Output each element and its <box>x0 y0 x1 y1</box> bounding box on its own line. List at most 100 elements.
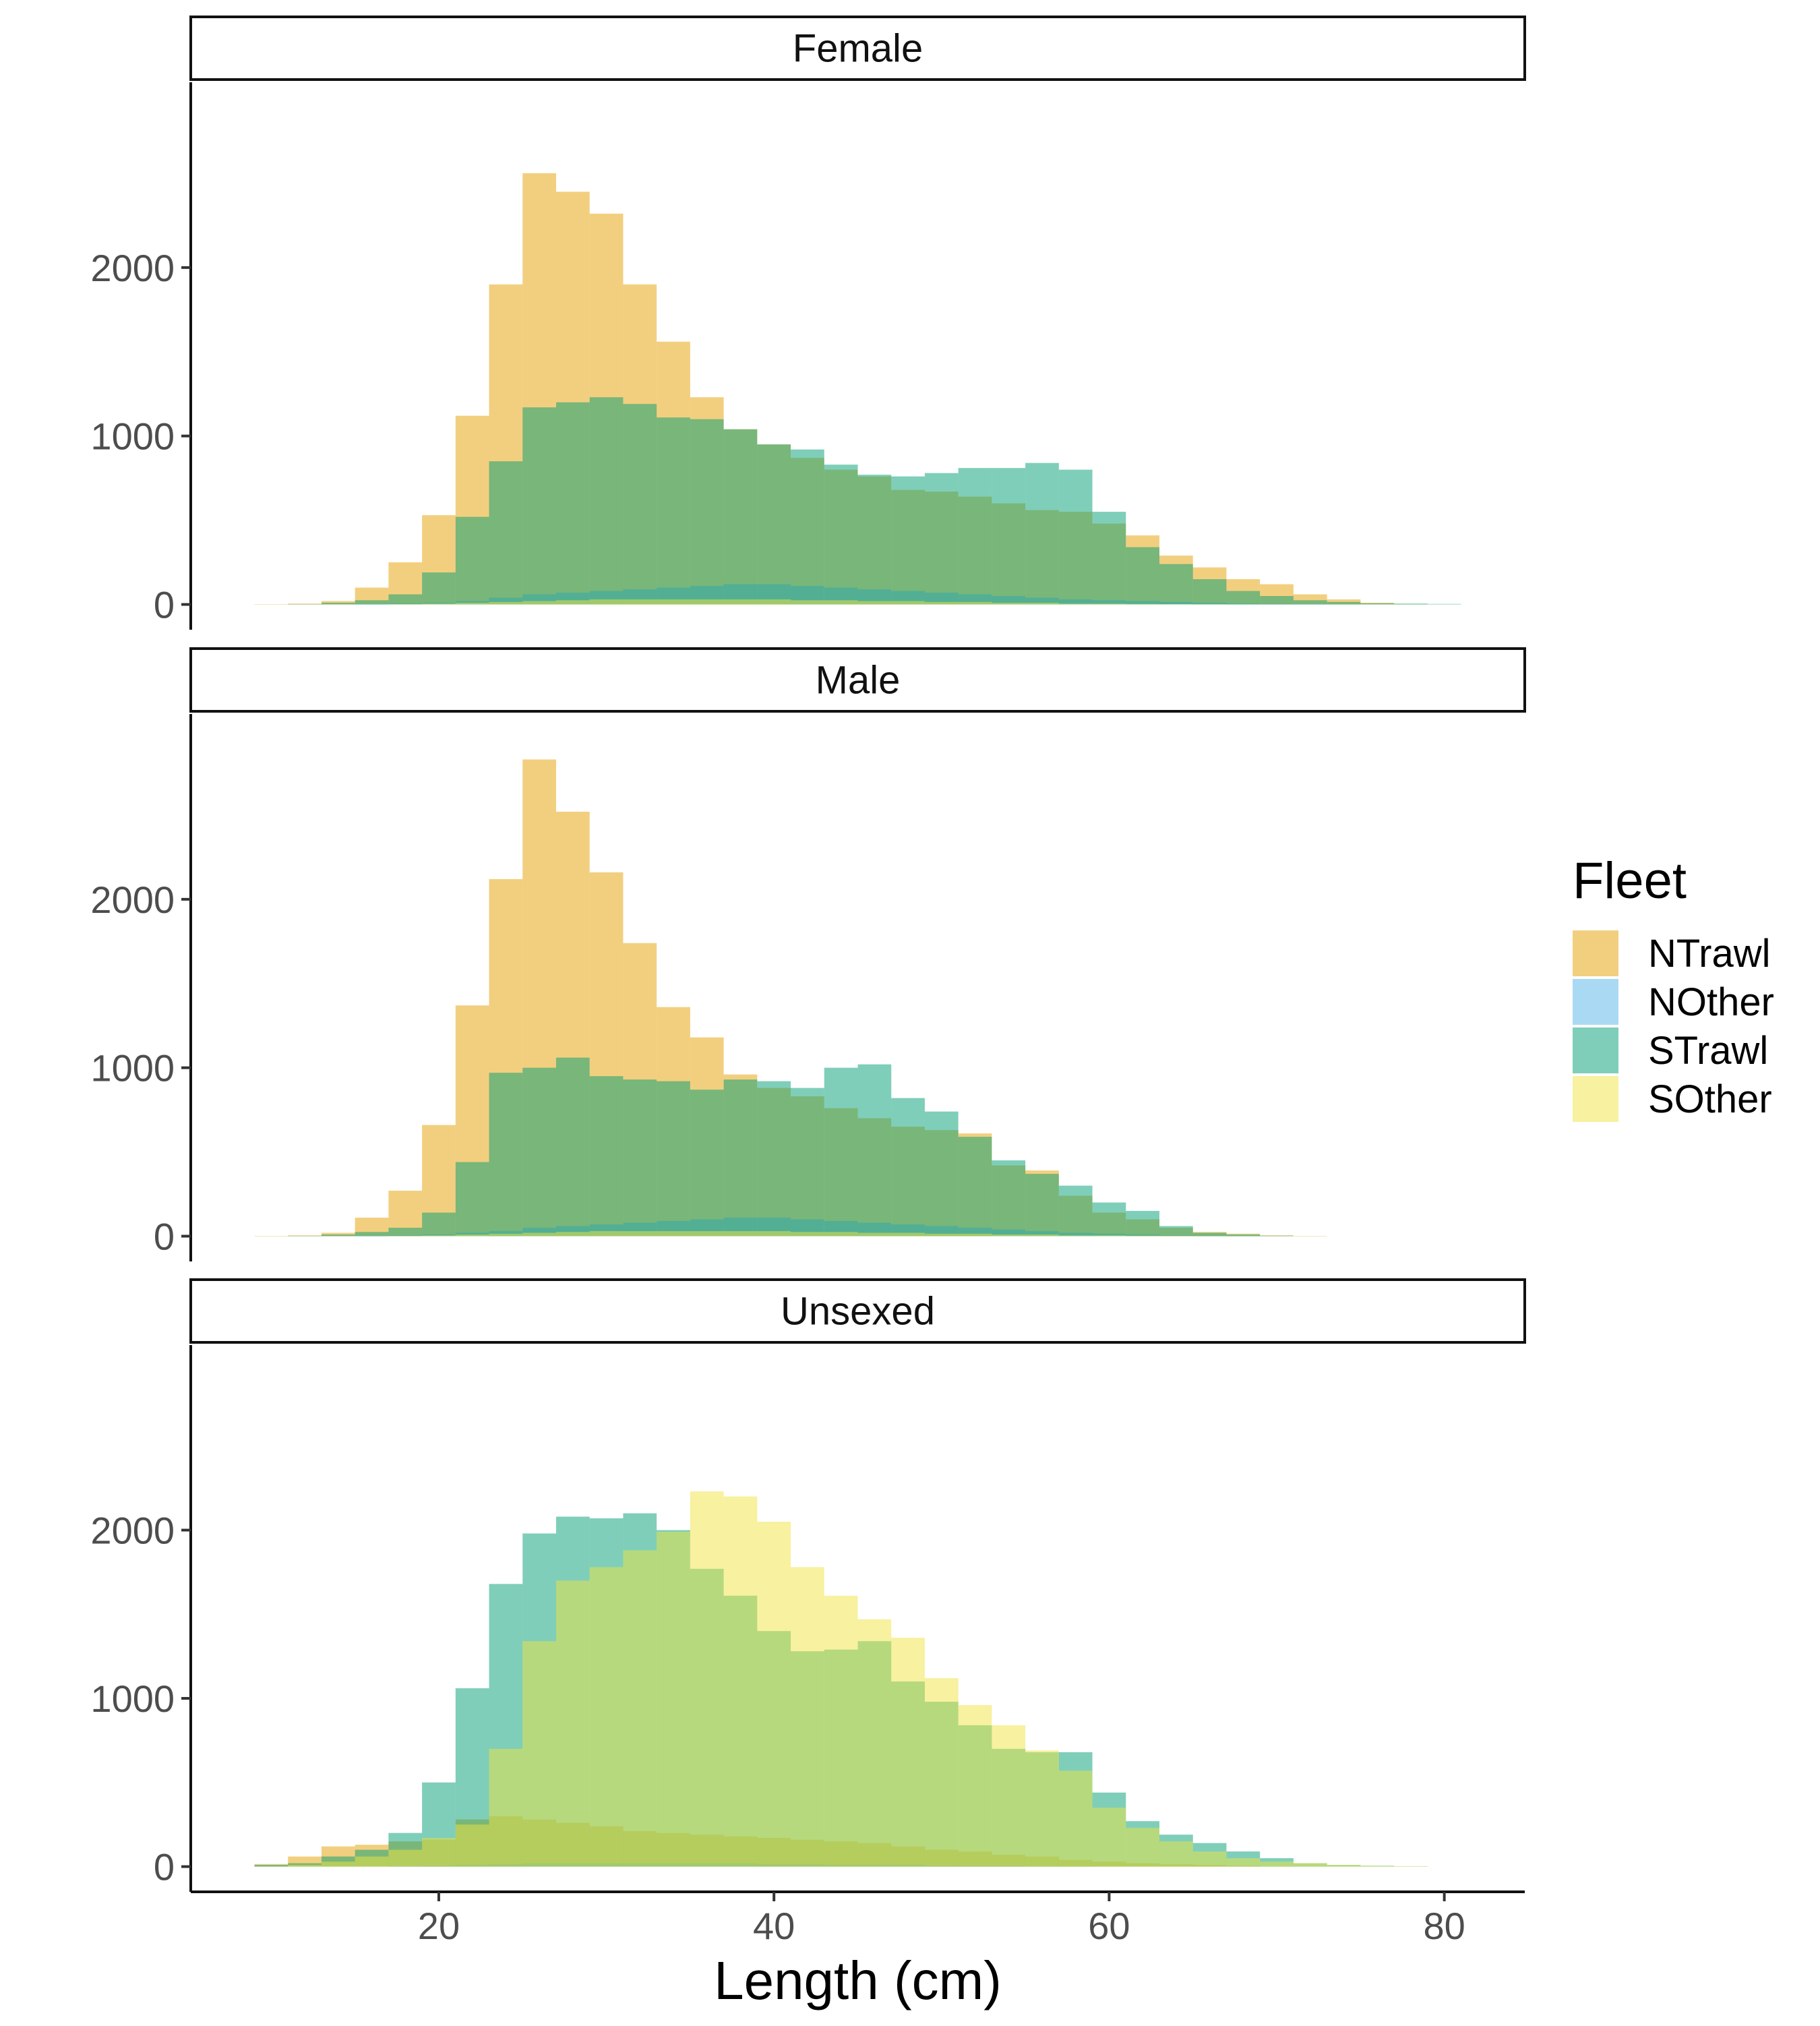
strip-label: Female <box>793 27 923 71</box>
bar-strawl-15 <box>355 1232 389 1236</box>
legend-key-ntrawl <box>1573 930 1618 976</box>
bar-sother-31 <box>623 1231 657 1236</box>
bar-sother-39 <box>757 599 791 604</box>
bar-sother-17 <box>388 1850 422 1867</box>
x-tick-label: 80 <box>1424 1905 1465 1947</box>
bar-strawl-59 <box>1093 512 1126 604</box>
bar-sother-25 <box>522 1641 556 1866</box>
bar-strawl-67 <box>1226 1234 1260 1236</box>
bar-sother-65 <box>1193 1851 1227 1866</box>
bar-sother-71 <box>1294 1864 1327 1867</box>
bar-strawl-43 <box>824 1068 858 1237</box>
bar-strawl-47 <box>891 477 925 605</box>
bar-strawl-25 <box>522 1068 556 1237</box>
bar-sother-61 <box>1126 604 1159 605</box>
bar-sother-33 <box>657 599 690 604</box>
bar-strawl-51 <box>959 468 992 604</box>
bar-strawl-39 <box>757 444 791 604</box>
bar-sother-25 <box>522 601 556 605</box>
bar-strawl-19 <box>422 1213 456 1237</box>
bar-sother-35 <box>690 1231 724 1236</box>
bar-sother-39 <box>757 1522 791 1867</box>
bar-strawl-21 <box>456 517 489 605</box>
bar-strawl-29 <box>590 397 624 604</box>
bar-sother-25 <box>522 1233 556 1237</box>
bar-strawl-13 <box>322 603 355 604</box>
x-tick-label: 20 <box>418 1905 460 1947</box>
bar-sother-41 <box>791 1567 824 1866</box>
bar-strawl-33 <box>657 1081 690 1237</box>
bar-sother-49 <box>925 602 959 605</box>
legend-label-sother: SOther <box>1648 1077 1772 1121</box>
bar-sother-33 <box>657 1532 690 1867</box>
bar-sother-55 <box>1025 1750 1059 1866</box>
bar-strawl-59 <box>1093 1203 1126 1237</box>
bar-strawl-67 <box>1226 591 1260 605</box>
bar-sother-59 <box>1093 1235 1126 1236</box>
bar-sother-43 <box>824 1596 858 1867</box>
bar-sother-55 <box>1025 603 1059 604</box>
bar-strawl-69 <box>1260 1236 1294 1237</box>
bar-strawl-23 <box>489 461 523 604</box>
bar-strawl-79 <box>1428 604 1461 605</box>
bar-sother-45 <box>858 601 892 605</box>
y-tick-label: 2000 <box>90 1509 175 1551</box>
bar-sother-69 <box>1260 1861 1294 1866</box>
strip-label: Male <box>816 659 901 703</box>
bar-sother-37 <box>724 599 758 604</box>
y-tick-label: 2000 <box>90 878 175 921</box>
bar-strawl-41 <box>791 1088 824 1237</box>
bar-strawl-55 <box>1025 463 1059 605</box>
bar-sother-23 <box>489 1749 523 1867</box>
bar-sother-49 <box>925 1678 959 1866</box>
bar-sother-43 <box>824 600 858 604</box>
bar-strawl-51 <box>959 1137 992 1236</box>
bar-sother-31 <box>623 1550 657 1866</box>
bar-sother-15 <box>355 1857 389 1867</box>
bar-strawl-31 <box>623 1079 657 1236</box>
panel-male: Male 0 1000 2000 <box>90 649 1525 1261</box>
y-tick-label: 1000 <box>90 1047 175 1090</box>
bar-strawl-37 <box>724 429 758 605</box>
bar-strawl-25 <box>522 407 556 604</box>
bar-sother-29 <box>590 1231 624 1236</box>
bar-strawl-43 <box>824 465 858 604</box>
bar-sother-45 <box>858 1233 892 1237</box>
bar-strawl-17 <box>388 1228 422 1236</box>
bar-sother-57 <box>1059 603 1093 604</box>
bar-sother-55 <box>1025 1234 1059 1236</box>
bar-sother-29 <box>590 599 624 604</box>
bar-sother-53 <box>992 603 1025 604</box>
bar-strawl-9 <box>254 1865 288 1866</box>
strip-label: Unsexed <box>781 1290 935 1334</box>
bar-sother-47 <box>891 601 925 605</box>
bar-strawl-45 <box>858 475 892 604</box>
bar-sother-33 <box>657 1231 690 1236</box>
bar-sother-19 <box>422 1838 456 1866</box>
bar-strawl-53 <box>992 1160 1025 1236</box>
bar-sother-57 <box>1059 1235 1093 1236</box>
bar-sother-35 <box>690 599 724 604</box>
bar-sother-13 <box>322 1861 355 1866</box>
bar-sother-49 <box>925 1234 959 1237</box>
bar-sother-29 <box>590 1567 624 1866</box>
bar-strawl-35 <box>690 1090 724 1236</box>
bar-strawl-55 <box>1025 1174 1059 1236</box>
bar-sother-21 <box>456 1824 489 1866</box>
bar-sother-53 <box>992 1725 1025 1867</box>
bar-strawl-15 <box>355 600 389 604</box>
y-tick-label: 0 <box>154 1216 175 1258</box>
bar-sother-27 <box>556 1580 590 1866</box>
bar-sother-61 <box>1126 1828 1159 1866</box>
bar-sother-23 <box>489 1234 523 1237</box>
bar-sother-43 <box>824 1232 858 1236</box>
legend-title: Fleet <box>1573 852 1687 910</box>
bar-strawl-49 <box>925 1112 959 1237</box>
bar-sother-31 <box>623 599 657 604</box>
bar-strawl-65 <box>1193 579 1227 604</box>
legend-label-strawl: STrawl <box>1648 1029 1768 1073</box>
bar-sother-59 <box>1093 603 1126 604</box>
bar-strawl-71 <box>1294 600 1327 604</box>
bar-sother-47 <box>891 1233 925 1237</box>
